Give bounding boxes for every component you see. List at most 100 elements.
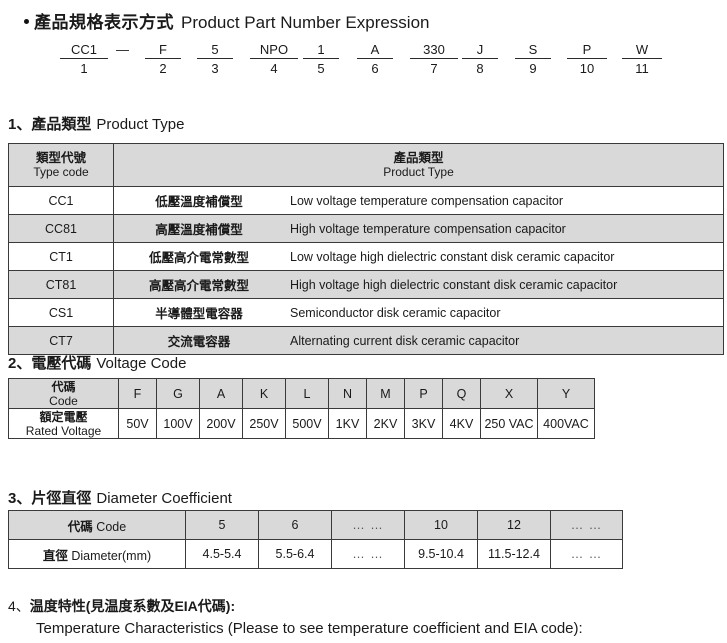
part-number-segment-4: NPO 4 — [250, 42, 298, 77]
row-label-code-cn: 代碼 — [51, 379, 76, 394]
part-number-index: 3 — [211, 61, 219, 76]
product-type-table: 類型代號 Type code 產品類型 Product Type CC1 低壓溫… — [8, 143, 724, 355]
cell-voltage-code: F — [118, 378, 157, 409]
cell-diameter-value: 9.5-10.4 — [404, 539, 478, 569]
cell-voltage-code: Q — [442, 378, 481, 409]
cell-diameter-value: 11.5-12.4 — [477, 539, 551, 569]
cell-product-type-cn: 高壓溫度補償型 — [155, 223, 243, 237]
cell-product-type: 交流電容器 Alternating current disk ceramic c… — [113, 326, 724, 355]
section2-heading: 2、電壓代碼 Voltage Code — [8, 352, 186, 373]
section3-number: 3、 — [8, 490, 32, 507]
cell-product-type: 低壓高介電常數型 Low voltage high dielectric con… — [113, 242, 724, 271]
cell-product-type-en: Semiconductor disk ceramic capacitor — [290, 305, 501, 320]
cell-product-type: 高壓溫度補償型 High voltage temperature compens… — [113, 214, 724, 243]
cell-voltage-code: Y — [537, 378, 595, 409]
row-label-voltage-cn: 額定電壓 — [39, 409, 88, 424]
part-number-segment-11: W 11 — [622, 42, 662, 77]
part-number-dash: — — [116, 42, 129, 57]
table-row: CC1 低壓溫度補償型 Low voltage temperature comp… — [8, 186, 724, 215]
cell-type-code: CT1 — [8, 242, 114, 271]
cell-diameter-code: 10 — [404, 510, 478, 540]
row-label-code-en: Code — [96, 519, 127, 534]
part-number-index: 5 — [317, 61, 325, 76]
cell-rated-voltage: 500V — [285, 408, 329, 439]
cell-diameter-value: … … — [331, 539, 405, 569]
cell-type-code: CC1 — [8, 186, 114, 215]
section4-heading-cn-row: 4、温度特性(見温度系數及EIA代碼): — [8, 596, 235, 616]
row-label-voltage-en: Rated Voltage — [25, 423, 102, 438]
part-number-index: 4 — [270, 61, 278, 76]
diameter-code-row: 代碼 Code 5 6 … … 10 12 … … — [8, 510, 623, 540]
rated-voltage-row: 額定電壓 Rated Voltage 50V 100V 200V 250V 50… — [8, 408, 595, 439]
cell-voltage-code: L — [285, 378, 329, 409]
cell-voltage-code: A — [199, 378, 243, 409]
section3-heading: 3、片徑直徑 Diameter Coefficient — [8, 487, 232, 508]
table-row: CT81 高壓高介電常數型 High voltage high dielectr… — [8, 270, 724, 299]
section2-heading-en: Voltage Code — [96, 355, 187, 372]
voltage-code-row: 代碼 Code F G A K L N M P Q X Y — [8, 378, 595, 409]
cell-diameter-code: 5 — [185, 510, 259, 540]
cell-rated-voltage: 2KV — [366, 408, 405, 439]
cell-voltage-code: M — [366, 378, 405, 409]
part-number-index: 7 — [430, 61, 438, 76]
cell-rated-voltage: 100V — [156, 408, 200, 439]
header-type-code-en: Type code — [33, 165, 89, 179]
section3-heading-en: Diameter Coefficient — [96, 490, 232, 507]
cell-rated-voltage: 4KV — [442, 408, 481, 439]
section1-number: 1、 — [8, 116, 32, 133]
page-title-en: Product Part Number Expression — [181, 13, 430, 32]
row-label-code-cn: 代碼 — [67, 519, 93, 534]
header-product-type-en: Product Type — [383, 165, 454, 179]
row-label-code: 代碼 Code — [8, 378, 119, 409]
section2-heading-cn: 電壓代碼 — [31, 355, 92, 372]
cell-product-type-cn: 低壓高介電常數型 — [148, 251, 249, 265]
cell-rated-voltage: 1KV — [328, 408, 367, 439]
row-label-diameter-code: 代碼 Code — [8, 510, 186, 540]
header-cell-type-code: 類型代號 Type code — [8, 143, 114, 187]
header-cell-product-type: 產品類型 Product Type — [113, 143, 724, 187]
part-number-segment-10: P 10 — [567, 42, 607, 77]
cell-diameter-value: 5.5-6.4 — [258, 539, 332, 569]
row-label-code-en: Code — [49, 393, 78, 408]
section4-heading-cn: 温度特性(見温度系數及EIA代碼): — [29, 598, 236, 614]
cell-voltage-code: N — [328, 378, 367, 409]
part-number-code: F — [145, 42, 181, 59]
cell-product-type-en: Alternating current disk ceramic capacit… — [290, 333, 520, 348]
table-row: CC81 高壓溫度補償型 High voltage temperature co… — [8, 214, 724, 243]
cell-product-type: 半導體型電容器 Semiconductor disk ceramic capac… — [113, 298, 724, 327]
voltage-code-table: 代碼 Code F G A K L N M P Q X Y 額定電壓 Rated… — [8, 378, 595, 439]
cell-diameter-value: 4.5-5.4 — [185, 539, 259, 569]
part-number-code: NPO — [250, 42, 298, 59]
section4-number: 4、 — [8, 598, 30, 614]
header-product-type-cn: 產品類型 — [393, 151, 444, 165]
diameter-value-row: 直徑 Diameter(mm) 4.5-5.4 5.5-6.4 … … 9.5-… — [8, 539, 623, 569]
cell-voltage-code: K — [242, 378, 286, 409]
cell-voltage-code: P — [404, 378, 443, 409]
row-label-diameter-cn: 直徑 — [42, 548, 68, 563]
section2-number: 2、 — [8, 355, 32, 372]
cell-rated-voltage: 3KV — [404, 408, 443, 439]
row-label-diameter-en: Diameter(mm) — [71, 548, 152, 563]
diameter-coefficient-table: 代碼 Code 5 6 … … 10 12 … … 直徑 Diameter(mm… — [8, 510, 623, 569]
cell-product-type-en: High voltage high dielectric constant di… — [290, 277, 618, 292]
table-row: CT7 交流電容器 Alternating current disk ceram… — [8, 326, 724, 355]
part-number-index: 11 — [635, 61, 649, 76]
page-title-cn: 產品規格表示方式 — [34, 13, 174, 32]
section1-heading-en: Product Type — [96, 116, 185, 133]
part-number-code: CC1 — [60, 42, 108, 59]
part-number-index: 6 — [371, 61, 379, 76]
part-number-index: 1 — [80, 61, 88, 76]
cell-rated-voltage: 400VAC — [537, 408, 595, 439]
cell-type-code: CT7 — [8, 326, 114, 355]
part-number-code: S — [515, 42, 551, 59]
part-number-code: 1 — [303, 42, 339, 59]
cell-product-type-cn: 交流電容器 — [167, 335, 231, 349]
cell-rated-voltage: 50V — [118, 408, 157, 439]
cell-voltage-code: X — [480, 378, 538, 409]
part-number-code: 330 — [410, 42, 458, 59]
part-number-index: 8 — [476, 61, 484, 76]
